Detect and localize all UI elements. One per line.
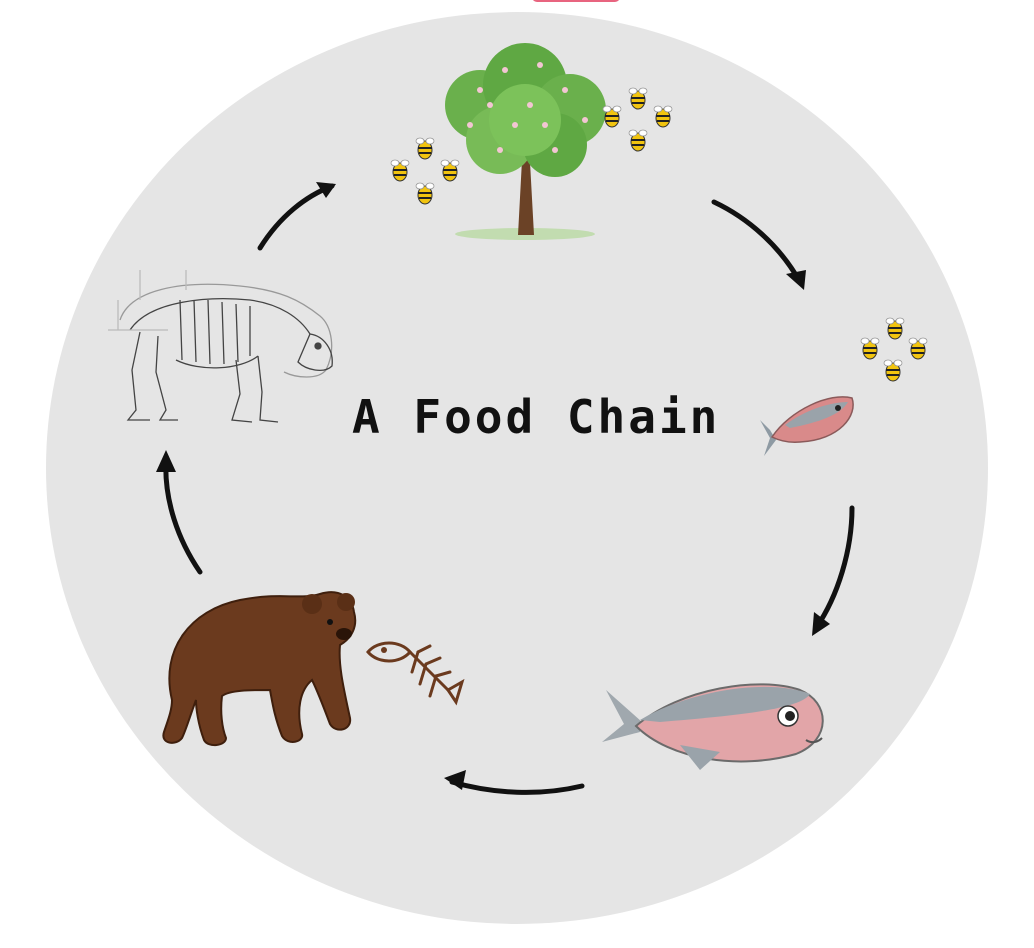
- bee-icon: [602, 105, 622, 128]
- brown-bear-icon: [162, 591, 357, 746]
- accent-tab: [532, 0, 620, 2]
- arrow-small-salmon-to-large-salmon: [812, 505, 855, 636]
- bee-icon: [415, 137, 435, 160]
- fish-skeleton-icon: [366, 641, 465, 706]
- bee-icon: [628, 129, 648, 152]
- bee-icon: [883, 359, 903, 382]
- bee-icon: [908, 337, 928, 360]
- bee-icon: [885, 317, 905, 340]
- arrow-tree-to-small-salmon: [711, 199, 806, 290]
- bear-skeleton-icon: [108, 270, 333, 423]
- bee-icon: [860, 337, 880, 360]
- arrow-large-salmon-to-bear: [444, 770, 585, 795]
- bee-icon: [628, 87, 648, 110]
- arrow-bear-to-bear-skeleton: [156, 450, 203, 575]
- bee-icon: [415, 182, 435, 205]
- small-salmon-icon: [760, 396, 854, 456]
- arrow-bear-skeleton-to-tree: [257, 182, 336, 251]
- bee-icon: [653, 105, 673, 128]
- flowering-tree-icon: [445, 43, 606, 240]
- diagram-title: A Food Chain: [352, 390, 721, 444]
- bee-icon: [390, 159, 410, 182]
- large-salmon-icon: [602, 683, 824, 770]
- bee-icon: [440, 159, 460, 182]
